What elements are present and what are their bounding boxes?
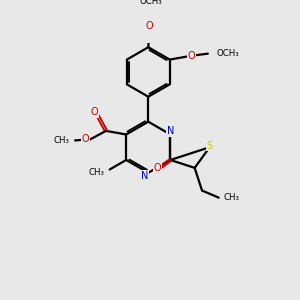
Text: OCH₃: OCH₃ [216, 49, 239, 58]
Text: OCH₃: OCH₃ [139, 0, 162, 7]
Text: O: O [154, 164, 161, 173]
Text: O: O [90, 107, 98, 117]
Text: N: N [141, 171, 148, 181]
Text: CH₃: CH₃ [224, 193, 240, 202]
Text: S: S [207, 140, 213, 151]
Text: N: N [167, 126, 174, 136]
Text: CH₃: CH₃ [54, 136, 70, 145]
Text: O: O [82, 134, 89, 144]
Text: O: O [146, 21, 153, 31]
Text: O: O [188, 51, 196, 61]
Text: CH₃: CH₃ [88, 168, 105, 177]
